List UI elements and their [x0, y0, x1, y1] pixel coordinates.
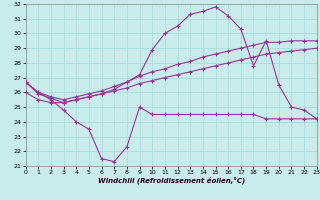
X-axis label: Windchill (Refroidissement éolien,°C): Windchill (Refroidissement éolien,°C)	[98, 177, 245, 184]
